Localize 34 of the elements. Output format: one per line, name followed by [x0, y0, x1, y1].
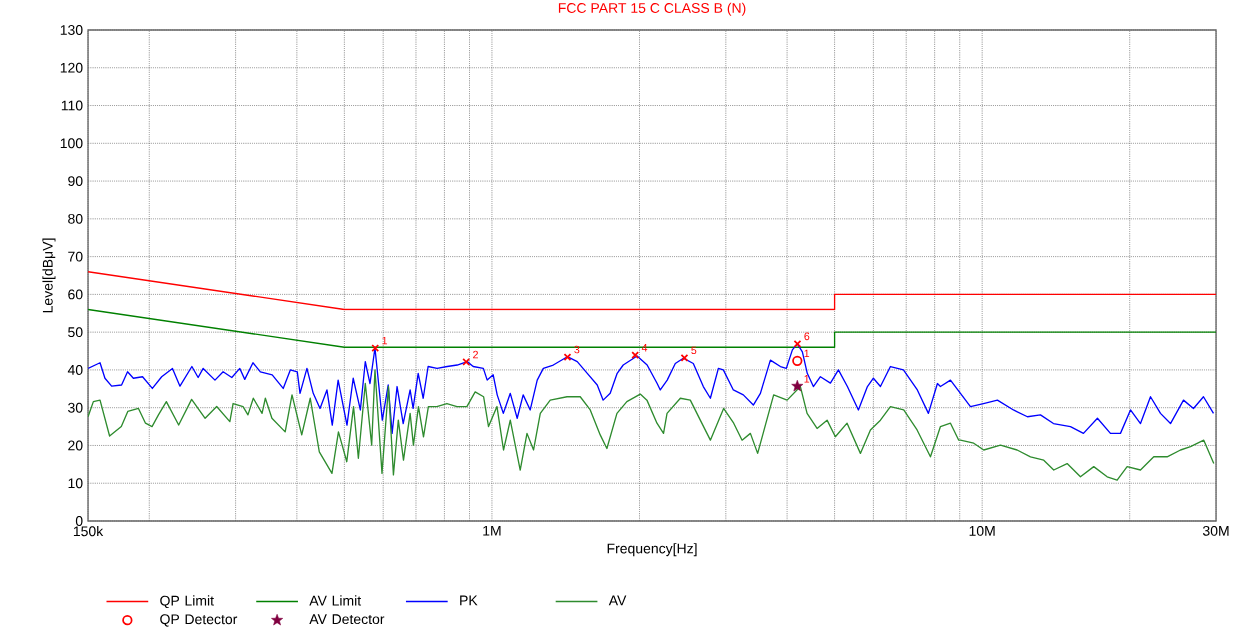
y-tick-label: 130	[60, 25, 83, 35]
y-tick-label: 10	[68, 478, 83, 489]
y-tick-label: 30	[68, 402, 83, 413]
annotation: 1	[804, 349, 810, 358]
x-axis-title: Frequency[Hz]	[607, 543, 697, 557]
y-tick-label: 60	[68, 289, 83, 300]
annotation: 1	[382, 336, 388, 345]
y-tick-label: 100	[60, 138, 83, 149]
y-tick-label: 40	[67, 364, 83, 375]
chart-title: FCC PART 15 C CLASS B (N)	[558, 2, 746, 16]
y-tick-label: 0	[75, 516, 83, 526]
y-tick-label: 120	[60, 62, 83, 73]
legend-label: QP Limit	[160, 595, 214, 609]
x-tick-label: 10M	[969, 525, 995, 536]
annotation: 2	[473, 350, 478, 359]
legend-label: QP Detector	[160, 614, 238, 627]
y-tick-label: 20	[68, 440, 83, 451]
annotation: 3	[574, 345, 580, 354]
y-tick-label: 70	[68, 251, 83, 262]
annotation: 5	[691, 346, 697, 355]
annotation: 1	[804, 375, 810, 383]
y-tick-label: 80	[68, 213, 83, 224]
y-tick-label: 90	[68, 176, 83, 187]
y-axis-title: Level[dBμV]	[42, 238, 56, 313]
x-tick-label: 30M	[1202, 525, 1229, 536]
legend-label: PK	[460, 595, 478, 606]
y-tick-label: 50	[68, 327, 83, 338]
legend-label: AV Detector	[309, 614, 385, 625]
legend-label: AV Limit	[309, 595, 362, 606]
y-tick-label: 110	[61, 100, 83, 111]
x-tick-label: 1M	[483, 525, 501, 536]
x-tick-label: 150k	[73, 525, 104, 537]
annotation: 6	[804, 332, 810, 341]
legend-label: AV	[608, 595, 627, 606]
